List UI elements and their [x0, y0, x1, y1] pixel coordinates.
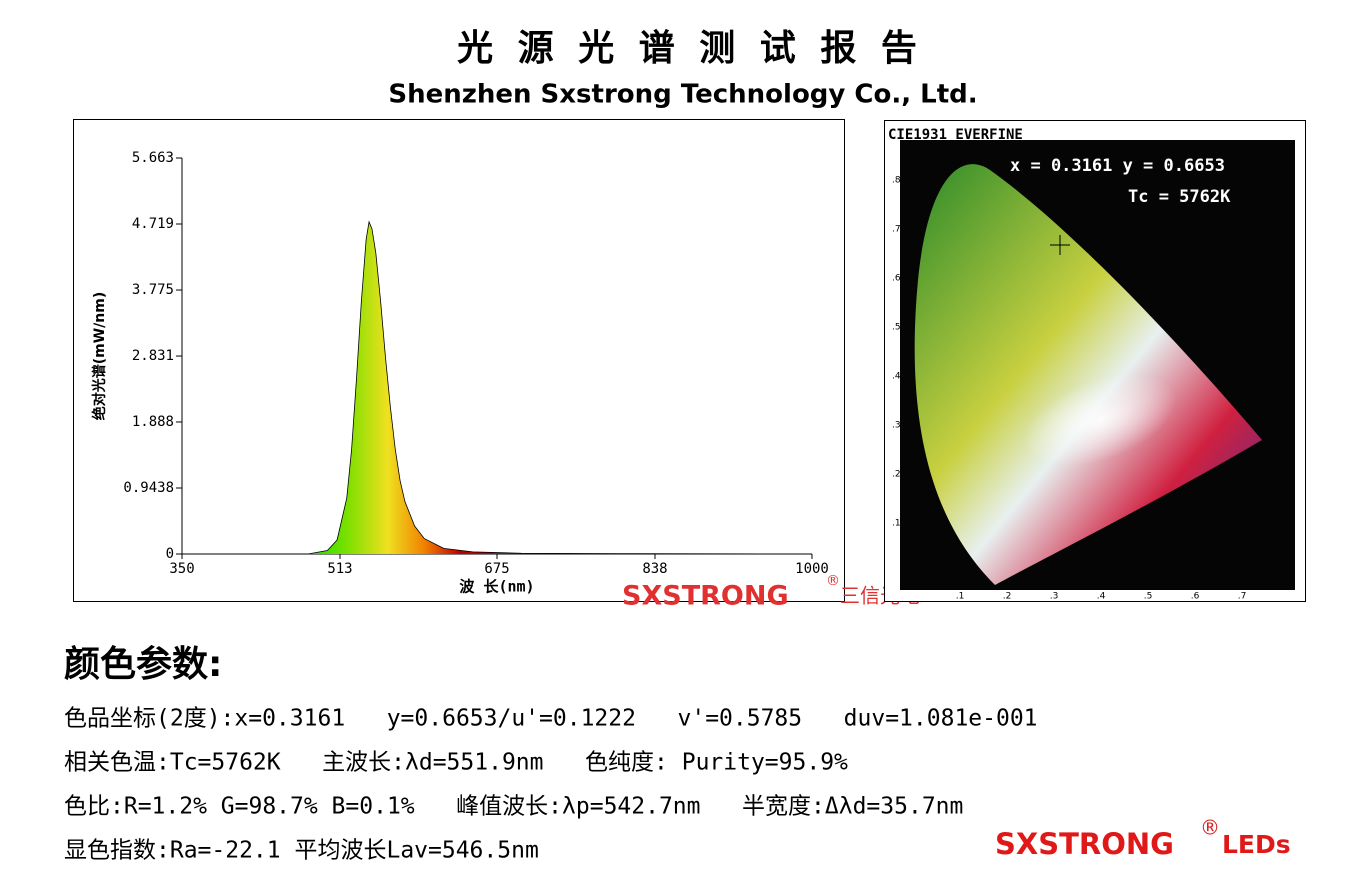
- logo-brand: SXSTRONG: [995, 827, 1174, 861]
- spectrum-line: [182, 220, 813, 555]
- watermark: SXSTRONG ® 三信光电: [622, 573, 920, 612]
- cie-y-label: .7: [892, 225, 901, 235]
- cie-axis-labels: .1 .2 .3 .4 .5 .6 .7 .8 .7 .6 .5 .4 .3 .2 .1: [892, 176, 1246, 602]
- parameters: 色品坐标(2度):x=0.3161 y=0.6653/u'=0.1222 v'=…: [64, 706, 1038, 864]
- cie-tc: Tc = 5762K: [1128, 187, 1231, 207]
- y-tick-label: 5.663: [132, 150, 174, 166]
- cie-x-label: .6: [1191, 592, 1200, 602]
- cie-x-label: .2: [1003, 592, 1012, 602]
- cie-y-label: .8: [892, 176, 901, 186]
- cie-y-label: .5: [892, 323, 901, 333]
- cie-x-label: .4: [1097, 592, 1106, 602]
- title: 光 源 光 谱 测 试 报 告: [457, 28, 923, 69]
- y-tick-label: 3.775: [132, 282, 174, 298]
- cie-x-label: .5: [1144, 592, 1153, 602]
- cie-horseshoe: [914, 164, 1262, 585]
- chart-frame: [73, 119, 845, 602]
- cie-x-label: .1: [956, 592, 965, 602]
- watermark-mark: ®: [826, 573, 840, 589]
- logo-suffix: LEDs: [1222, 830, 1291, 859]
- x-tick-label: 838: [642, 561, 667, 577]
- parameter-line: 色品坐标(2度):x=0.3161 y=0.6653/u'=0.1222 v'=…: [64, 706, 1038, 732]
- x-tick-label: 675: [484, 561, 509, 577]
- y-tick-label: 1.888: [132, 414, 174, 430]
- logo-mark: ®: [1200, 816, 1220, 840]
- y-tick-label: 0.9438: [123, 480, 174, 496]
- cie-title: CIE1931 EVERFINE: [888, 127, 1023, 143]
- x-axis-label: 波 长(nm): [459, 578, 534, 596]
- x-tick-label: 350: [169, 561, 194, 577]
- planckian-region: [1023, 373, 1177, 467]
- x-tick-label: 513: [327, 561, 352, 577]
- y-axis-label: 绝对光谱(mW/nm): [91, 292, 108, 421]
- y-tick-label: 2.831: [132, 348, 174, 364]
- parameter-line: 色比:R=1.2% G=98.7% B=0.1% 峰值波长:λp=542.7nm…: [64, 794, 963, 820]
- watermark-brand: SXSTRONG: [622, 581, 789, 612]
- y-tick-label: 0: [166, 546, 174, 562]
- footer-logo: SXSTRONG ® LEDs: [995, 816, 1291, 862]
- parameter-line: 显色指数:Ra=-22.1 平均波长Lav=546.5nm: [64, 838, 539, 864]
- cie-x-label: .3: [1050, 592, 1059, 602]
- cie-marker: [1050, 235, 1070, 255]
- section-title: 颜色参数:: [64, 644, 222, 685]
- cie-y-label: .6: [892, 274, 901, 284]
- y-tick-label: 4.719: [132, 216, 174, 232]
- cie-y-label: .1: [892, 519, 901, 529]
- cie-y-label: .4: [892, 372, 901, 382]
- cie-coords: x = 0.3161 y = 0.6653: [1010, 156, 1225, 176]
- parameter-line: 相关色温:Tc=5762K 主波长:λd=551.9nm 色纯度: Purity…: [64, 750, 848, 776]
- spectrum-area: [182, 221, 812, 554]
- cie-x-label: .7: [1238, 592, 1247, 602]
- cie-y-label: .3: [892, 421, 901, 431]
- x-tick-label: 1000: [795, 561, 829, 577]
- cie-y-label: .2: [892, 470, 901, 480]
- subtitle: Shenzhen Sxstrong Technology Co., Ltd.: [388, 80, 977, 110]
